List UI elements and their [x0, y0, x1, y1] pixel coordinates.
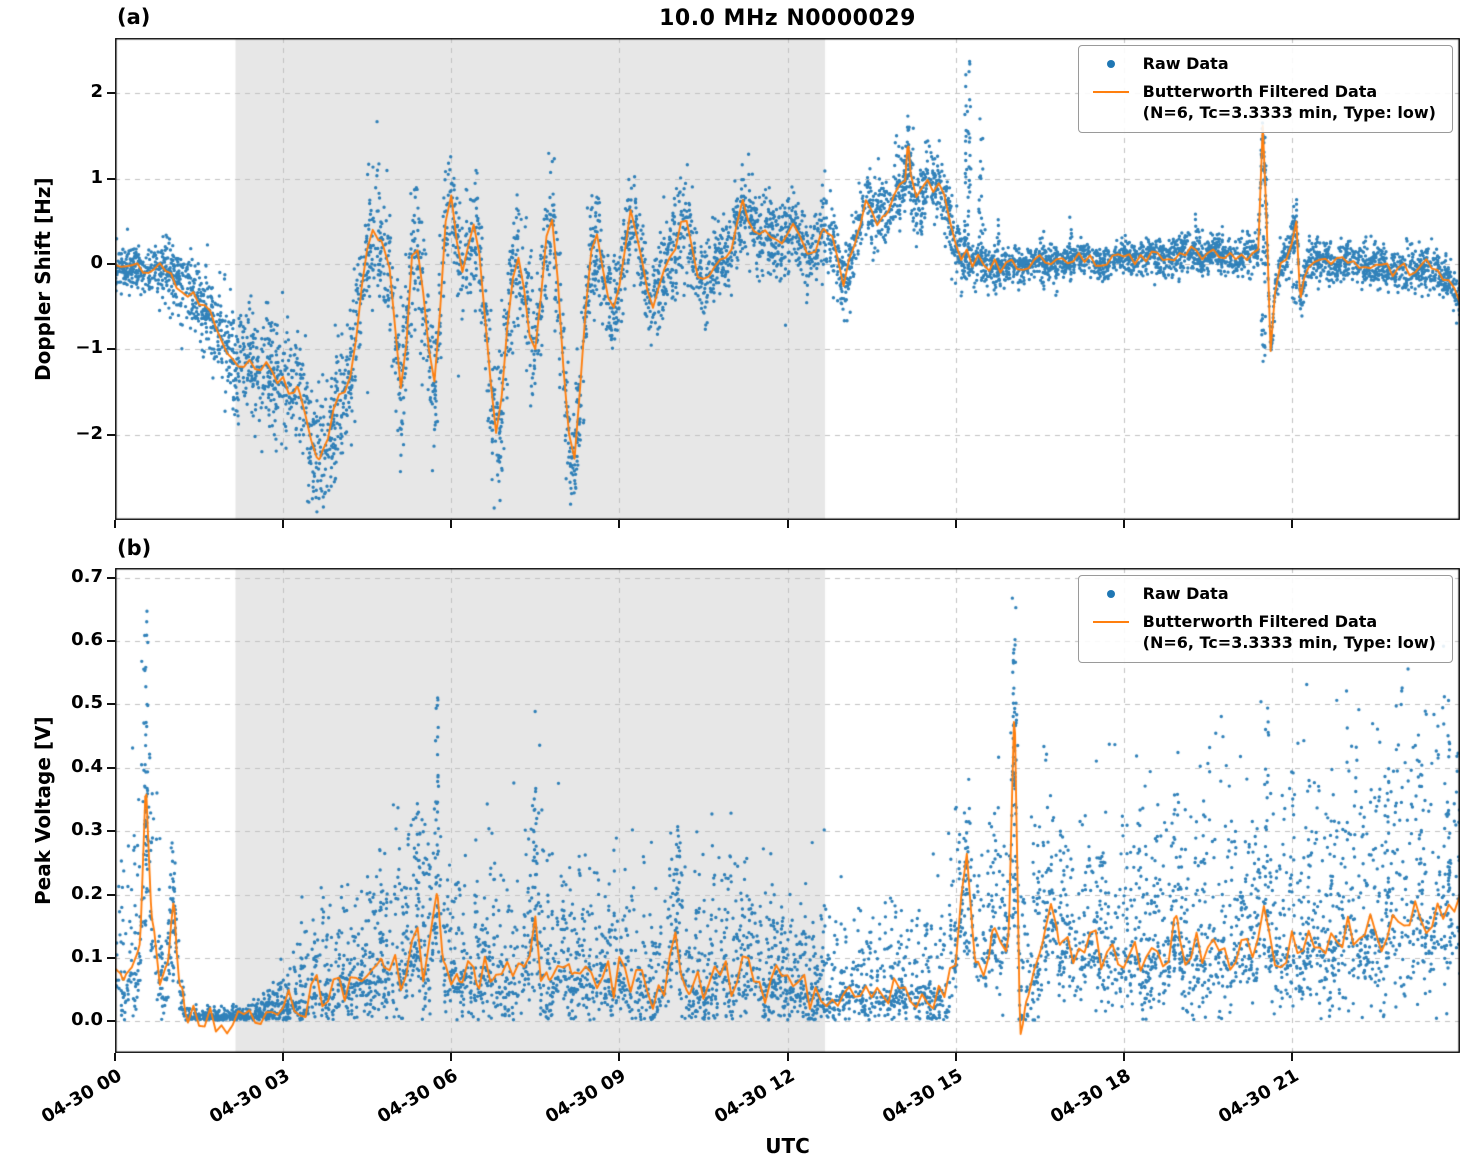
y-tick-mark: [107, 956, 115, 959]
raw-data-marker: [1089, 584, 1133, 604]
y-tick-mark: [107, 263, 115, 266]
x-tick-mark: [1122, 1053, 1125, 1061]
y-tick-label: 0.6: [71, 628, 103, 650]
x-tick-mark: [786, 1053, 789, 1061]
y-tick-label: 0.0: [71, 1009, 103, 1031]
legend-entry-filtered-data: Butterworth Filtered Data (N=6, Tc=3.333…: [1089, 82, 1436, 124]
y-tick-mark: [107, 639, 115, 642]
y-tick-mark: [107, 92, 115, 95]
x-tick-mark: [1290, 1053, 1293, 1061]
y-tick-label: 0.4: [71, 755, 103, 777]
x-axis-label: UTC: [765, 1134, 810, 1158]
y-tick-mark: [107, 433, 115, 436]
y-tick-mark: [107, 766, 115, 769]
line-sample-icon: [1092, 620, 1129, 624]
x-tick-mark: [1122, 520, 1125, 528]
line-sample-icon: [1092, 90, 1129, 94]
filtered-data-sublabel: (N=6, Tc=3.3333 min, Type: low): [1142, 632, 1436, 652]
filtered-data-label: Butterworth Filtered Data: [1142, 81, 1378, 101]
x-tick-mark: [954, 520, 957, 528]
y-tick-label: −1: [75, 337, 103, 359]
y-tick-mark: [107, 893, 115, 896]
figure-title: 10.0 MHz N0000029: [659, 6, 916, 31]
panel-a-plot-area: Raw Data Butterworth Filtered Data (N=6,…: [115, 38, 1460, 520]
x-tick-mark: [1290, 520, 1293, 528]
scatter-dot-icon: [1106, 590, 1115, 598]
y-tick-label: 0.7: [71, 565, 103, 587]
y-tick-label: 0: [90, 252, 103, 274]
y-tick-mark: [107, 576, 115, 579]
filtered-data-marker: [1089, 82, 1133, 102]
panel-a-label: (a): [117, 5, 151, 29]
x-tick-mark: [618, 520, 621, 528]
y-tick-label: −2: [75, 422, 103, 444]
y-tick-label: 0.5: [71, 692, 103, 714]
x-tick-mark: [450, 1053, 453, 1061]
filtered-data-label: Butterworth Filtered Data: [1142, 611, 1378, 631]
y-tick-mark: [107, 348, 115, 351]
panel-b-plot-area: Raw Data Butterworth Filtered Data (N=6,…: [115, 568, 1460, 1053]
panel-b-legend: Raw Data Butterworth Filtered Data (N=6,…: [1077, 575, 1453, 664]
y-tick-label: 0.2: [71, 882, 103, 904]
x-tick-mark: [954, 1053, 957, 1061]
raw-data-label: Raw Data: [1142, 584, 1229, 603]
x-tick-mark: [282, 520, 285, 528]
x-tick-mark: [114, 1053, 116, 1061]
x-tick-mark: [786, 520, 789, 528]
legend-entry-raw-data: Raw Data: [1089, 54, 1436, 75]
y-tick-label: 1: [90, 166, 103, 188]
legend-entry-raw-data: Raw Data: [1089, 584, 1436, 605]
legend-entry-filtered-data: Butterworth Filtered Data (N=6, Tc=3.333…: [1089, 612, 1436, 654]
y-tick-mark: [107, 830, 115, 833]
x-tick-mark: [618, 1053, 621, 1061]
raw-data-label: Raw Data: [1142, 54, 1229, 73]
x-tick-mark: [114, 520, 116, 528]
y-tick-mark: [107, 703, 115, 706]
x-tick-label: 04-30 00: [38, 1065, 126, 1128]
filtered-data-marker: [1089, 612, 1133, 632]
x-tick-mark: [282, 1053, 285, 1061]
panel-a-y-axis-label: Doppler Shift [Hz]: [31, 177, 55, 381]
raw-data-marker: [1089, 54, 1133, 74]
y-tick-label: 0.3: [71, 819, 103, 841]
x-tick-mark: [450, 520, 453, 528]
y-tick-mark: [107, 177, 115, 180]
y-tick-label: 2: [90, 81, 103, 103]
filtered-data-sublabel: (N=6, Tc=3.3333 min, Type: low): [1142, 102, 1436, 122]
panel-b-label: (b): [117, 536, 152, 560]
panel-a-legend: Raw Data Butterworth Filtered Data (N=6,…: [1077, 45, 1453, 134]
y-tick-mark: [107, 1020, 115, 1023]
y-tick-label: 0.1: [71, 945, 103, 967]
scatter-dot-icon: [1106, 60, 1115, 68]
